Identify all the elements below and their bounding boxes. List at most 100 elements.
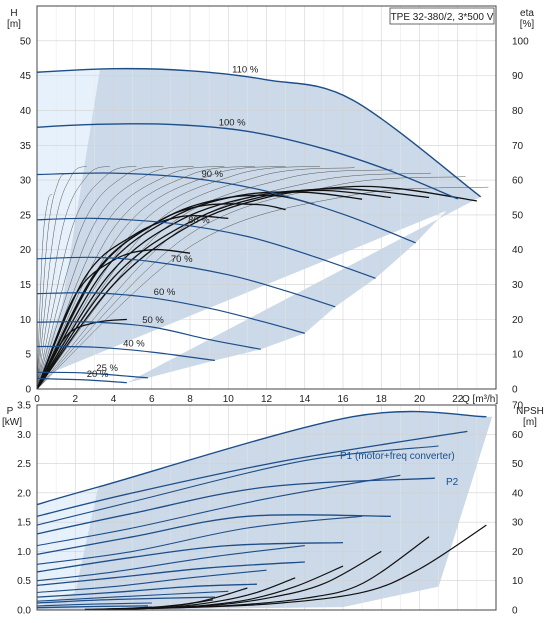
- npsh-axis-label: NPSH: [516, 406, 544, 417]
- speed-curve: [37, 371, 148, 379]
- npsh-tick-label: 60: [512, 430, 524, 441]
- flow-tick-label: 4: [111, 394, 117, 405]
- flow-tick-label: 12: [261, 394, 273, 405]
- npsh-curves: [84, 524, 487, 610]
- chart-title: TPE 32-380/2, 3*500 V: [391, 12, 494, 23]
- p2-curve: [37, 583, 257, 598]
- speed-curve: [37, 345, 215, 361]
- head-tick-label: 45: [20, 71, 32, 82]
- flow-tick-label: 18: [376, 394, 388, 405]
- speed-curve: [37, 292, 305, 334]
- efficiency-curve: [37, 191, 363, 389]
- npsh-tick-label: 40: [512, 488, 524, 499]
- speed-curve: [37, 378, 127, 384]
- npsh-axis-unit: [m]: [523, 417, 537, 428]
- eta-tick-label: 90: [512, 71, 524, 82]
- speed-label: 20 %: [87, 369, 109, 380]
- p2-label: P2: [446, 477, 459, 488]
- npsh-tick-label: 20: [512, 547, 524, 558]
- p2-curve: [37, 605, 148, 609]
- speed-label: 25 %: [96, 363, 118, 374]
- npsh-curve: [84, 606, 152, 610]
- speed-label: 50 %: [142, 315, 164, 326]
- head-chart-frame: [36, 5, 497, 390]
- flow-axis-label: Q [m³/h]: [462, 394, 498, 405]
- eta-tick-label: 60: [512, 176, 524, 187]
- efficiency-iso-line: [37, 193, 53, 389]
- efficiency-curve: [37, 248, 191, 389]
- thin-curves: [37, 165, 489, 389]
- head-tick-label: 40: [20, 106, 32, 117]
- speed-curve: [37, 172, 416, 244]
- efficiency-iso-line: [37, 165, 194, 389]
- head-tick-label: 5: [25, 350, 31, 361]
- head-ticks: 0 2 4 6 8 10 12 14 16 18 20 22 0 5 10 15 20 25 30 35 40 45 50 0…: [20, 36, 529, 405]
- head-tick-label: 10: [20, 315, 32, 326]
- head-tick-label: 25: [20, 210, 32, 221]
- speed-label: 90 %: [201, 169, 223, 180]
- power-tick-label: 2.5: [17, 459, 31, 470]
- npsh-tick-label: 30: [512, 518, 524, 529]
- efficiency-iso-line: [37, 176, 466, 389]
- flow-tick-label: 6: [149, 394, 155, 405]
- efficiency-curve: [37, 215, 229, 389]
- head-tick-label: 30: [20, 176, 32, 187]
- p2-curve: [37, 541, 344, 573]
- power-tick-label: 3.5: [17, 401, 31, 412]
- power-chart: P [kW] NPSH [m] P1 (motor+freq converter…: [2, 401, 544, 617]
- p1-curve: [37, 445, 439, 526]
- speed-curve: [37, 67, 482, 198]
- efficiency-iso-line: [37, 165, 137, 389]
- speed-label: 70 %: [171, 254, 193, 265]
- p2-curve: [37, 596, 215, 604]
- speed-label: 80 %: [188, 215, 210, 226]
- npsh-tick-label: 10: [512, 576, 524, 587]
- flow-tick-label: 10: [223, 394, 235, 405]
- eta-tick-label: 50: [512, 210, 524, 221]
- p1-curve: [37, 515, 363, 565]
- power-ticks: 0.0 0.5 1.0 1.5 2.0 2.5 3.0 3.5 0 10 20 30 40 50 60 70: [17, 401, 523, 617]
- head-axis-unit: [m]: [7, 19, 21, 30]
- efficiency-curves: [37, 185, 478, 389]
- eta-tick-label: 20: [512, 315, 524, 326]
- eta-axis-unit: [%]: [520, 19, 535, 30]
- speed-labels: 110 % 100 % 90 % 80 % 70 % 60 % 50 % 40 % 25 %20…: [87, 65, 259, 380]
- speed-label: 60 %: [154, 287, 176, 298]
- efficiency-curve: [37, 203, 286, 389]
- efficiency-iso-line: [37, 165, 110, 389]
- power-axis-unit: [kW]: [2, 417, 22, 428]
- title-box: [389, 7, 495, 25]
- power-tick-label: 1.5: [17, 518, 31, 529]
- p1-curve: [37, 474, 401, 547]
- power-area-fill: [37, 411, 493, 610]
- flow-tick-label: 20: [414, 394, 426, 405]
- efficiency-iso-line: [37, 172, 68, 389]
- p2-curve: [37, 561, 305, 587]
- eta-tick-label: 70: [512, 141, 524, 152]
- speed-curves: [37, 67, 482, 384]
- flow-tick-label: 14: [299, 394, 311, 405]
- eta-tick-label: 10: [512, 350, 524, 361]
- p1-curve: [37, 545, 305, 582]
- head-axis-label: H: [10, 8, 17, 19]
- efficiency-iso-line: [37, 172, 432, 389]
- p2-curve: [37, 430, 468, 517]
- eta-tick-label: 100: [512, 36, 529, 47]
- eta-tick-label: 40: [512, 245, 524, 256]
- p1-curve: [37, 602, 152, 607]
- head-tick-label: 0: [25, 385, 31, 396]
- speed-curve: [37, 123, 459, 200]
- npsh-tick-label: 50: [512, 459, 524, 470]
- power-curves: [37, 410, 487, 609]
- efficiency-curve: [37, 185, 478, 389]
- flow-tick-label: 2: [72, 394, 78, 405]
- power-axis-label: P: [7, 406, 14, 417]
- speed-label: 110 %: [232, 65, 259, 76]
- p2-curve: [37, 514, 391, 556]
- p1-curve: [37, 569, 267, 593]
- power-tick-label: 1.0: [17, 547, 31, 558]
- head-chart: 110 %100 %90 %80 %70 %60 %50 %40 %25 %20…: [7, 5, 535, 405]
- eta-axis-label: eta: [520, 8, 534, 19]
- npsh-tick-label: 70: [512, 401, 524, 412]
- flow-tick-label: 16: [337, 394, 349, 405]
